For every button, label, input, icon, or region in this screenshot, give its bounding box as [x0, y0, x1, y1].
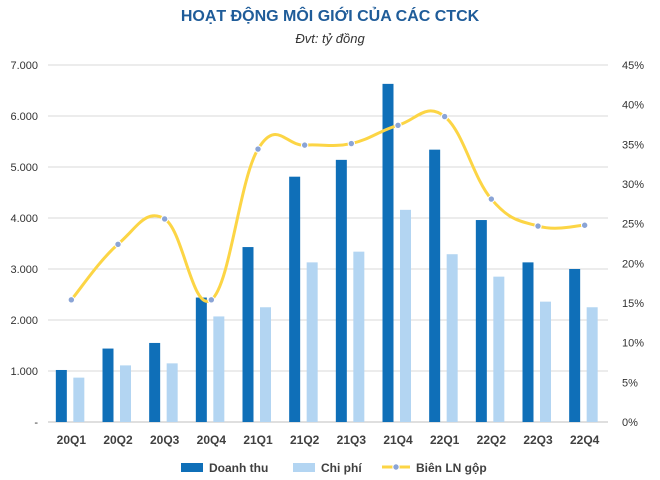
legend: Doanh thu Chi phí Biên LN gộp	[181, 461, 487, 475]
bar-chi-phi	[213, 316, 225, 422]
line-point	[207, 296, 216, 304]
legend-label-chi-phi: Chi phí	[321, 461, 362, 475]
bar-chi-phi	[120, 365, 131, 422]
bar-chi-phi	[400, 209, 411, 422]
right-tick-label: 30%	[622, 179, 644, 191]
line-point	[300, 141, 309, 149]
bar-doanh-thu	[55, 369, 67, 422]
line-series	[67, 109, 589, 304]
right-tick-label: 10%	[622, 338, 644, 350]
line-point	[394, 121, 402, 129]
line-bien-ln-gop	[70, 109, 585, 303]
bar-chi-phi	[260, 307, 271, 422]
left-tick-label: 3.000	[10, 264, 38, 276]
right-tick-label: 40%	[622, 100, 644, 112]
line-point	[67, 296, 76, 304]
category-label: 20Q3	[150, 433, 180, 447]
category-label: 20Q4	[197, 433, 227, 447]
category-label: 22Q3	[523, 433, 553, 447]
left-tick-label: 2.000	[10, 315, 38, 327]
bar-series	[55, 83, 598, 423]
right-tick-label: 35%	[622, 139, 644, 151]
bar-doanh-thu	[242, 247, 254, 422]
bar-doanh-thu	[289, 176, 301, 422]
bar-doanh-thu	[522, 262, 534, 422]
category-label: 22Q4	[570, 433, 600, 447]
bar-doanh-thu	[102, 348, 114, 422]
category-labels: 20Q1 20Q2 20Q3 20Q4 21Q1 21Q2 21Q3 21Q4 22Q1 22Q2…	[57, 433, 600, 447]
line-point	[114, 240, 122, 248]
category-label: 21Q3	[337, 433, 367, 447]
bar-chi-phi	[493, 276, 505, 422]
category-label: 22Q2	[477, 433, 507, 447]
bar-chi-phi	[446, 254, 458, 422]
right-tick-label: 5%	[622, 377, 638, 389]
category-label: 20Q1	[57, 433, 87, 447]
legend-label-bien-ln-gop: Biên LN gộp	[416, 461, 487, 475]
legend-swatch-chi-phi	[293, 463, 315, 472]
bar-doanh-thu	[382, 83, 394, 423]
right-tick-label: 20%	[622, 258, 644, 270]
bar-chi-phi	[353, 251, 365, 422]
left-tick-label: 5.000	[10, 162, 38, 174]
bar-chi-phi	[73, 377, 85, 422]
line-point	[254, 145, 262, 153]
bar-chi-phi	[540, 301, 551, 422]
line-point	[160, 215, 169, 223]
bar-chi-phi	[166, 363, 178, 422]
line-point	[347, 139, 356, 148]
category-label: 21Q1	[243, 433, 273, 447]
line-point	[580, 221, 589, 229]
left-axis-ticks: - 1.000 2.000 3.000 4.000 5.000 6.000 7.000	[10, 60, 38, 429]
category-label: 22Q1	[430, 433, 460, 447]
right-tick-label: 25%	[622, 219, 644, 231]
legend-swatch-doanh-thu	[181, 463, 203, 472]
legend-marker-bien-ln-gop	[392, 463, 400, 471]
bar-doanh-thu	[569, 269, 581, 422]
chart-title: HOẠT ĐỘNG MÔI GIỚI CỦA CÁC CTCK	[180, 8, 480, 25]
bar-doanh-thu	[149, 342, 161, 422]
right-tick-label: 45%	[622, 60, 644, 72]
bar-doanh-thu	[475, 220, 487, 422]
bar-doanh-thu	[335, 159, 347, 423]
bar-chi-phi	[586, 307, 598, 422]
left-tick-label: -	[34, 417, 38, 429]
line-point	[440, 112, 449, 121]
bar-doanh-thu	[429, 149, 441, 422]
left-tick-label: 6.000	[10, 111, 38, 123]
category-label: 21Q4	[383, 433, 413, 447]
left-tick-label: 1.000	[10, 366, 38, 378]
bar-doanh-thu	[195, 297, 207, 422]
bar-chi-phi	[306, 262, 318, 422]
right-tick-label: 0%	[622, 417, 638, 429]
right-axis-ticks: 0% 5% 10% 15% 20% 25% 30% 35% 40% 45%	[622, 60, 644, 429]
legend-label-doanh-thu: Doanh thu	[209, 461, 268, 475]
line-point	[534, 222, 542, 230]
category-label: 21Q2	[290, 433, 320, 447]
left-tick-label: 7.000	[10, 60, 38, 72]
category-label: 20Q2	[103, 433, 133, 447]
line-point	[487, 195, 496, 203]
chart-subtitle: Đvt: tỷ đồng	[295, 31, 365, 46]
gridlines	[48, 64, 608, 423]
left-tick-label: 4.000	[10, 213, 38, 225]
right-tick-label: 15%	[622, 298, 644, 310]
